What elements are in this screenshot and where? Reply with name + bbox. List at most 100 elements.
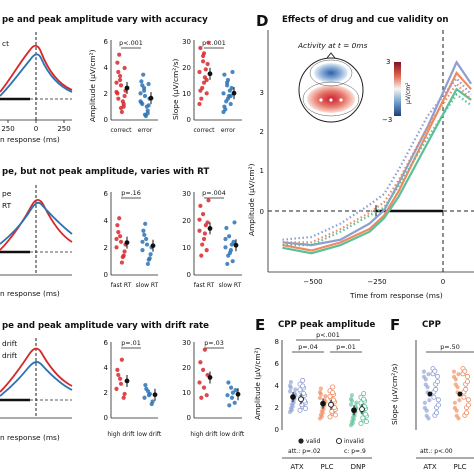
row1-amp-points <box>114 52 154 119</box>
data-point <box>225 261 230 267</box>
data-point <box>142 93 148 99</box>
data-point <box>224 225 229 231</box>
data-point-valid <box>288 385 293 390</box>
data-point-invalid <box>358 400 364 406</box>
data-point <box>233 388 238 393</box>
panel-f-pval: p=.50 <box>440 343 460 351</box>
data-point <box>204 393 209 398</box>
data-point-valid <box>453 382 458 387</box>
row1-slope-tick-30: 30 <box>182 38 191 46</box>
row2-legend-2: RT <box>2 201 12 210</box>
row2-slope-cat-b: slow RT <box>219 282 242 289</box>
row1-amp-tick-0: 0 <box>104 116 108 124</box>
row3-slope-cat-a: high drift <box>190 431 218 438</box>
panel-f-group-atx: ATX <box>423 463 437 471</box>
data-point <box>227 403 232 408</box>
data-point <box>199 96 204 101</box>
data-point <box>225 77 231 83</box>
mean-marker <box>150 243 156 249</box>
panel-e-group-plc: PLC <box>320 463 333 471</box>
data-point <box>118 77 123 83</box>
row2-slope-tick-30: 30 <box>182 190 191 198</box>
mean-marker <box>124 85 130 91</box>
data-point <box>206 40 211 45</box>
row2-slope-tick-0: 0 <box>187 271 191 279</box>
row2-slope-axes <box>193 192 242 276</box>
mean-marker <box>290 394 296 400</box>
row1-slope-tick-0: 0 <box>187 116 191 124</box>
data-point-invalid <box>433 386 439 392</box>
data-point <box>119 109 124 115</box>
panel-d-lines <box>282 60 473 255</box>
row2-slope-tick-20: 20 <box>182 217 191 225</box>
data-point <box>121 395 126 400</box>
data-point-valid <box>351 417 356 422</box>
data-point-valid <box>352 413 357 418</box>
row1-slope-ylabel: Slope (µV/cm²/s) <box>171 58 180 120</box>
row1-slope-cat-b: error <box>221 127 236 134</box>
data-point <box>226 253 231 258</box>
data-point <box>148 252 153 257</box>
panel-d-xtick-neg500: −500 <box>303 278 322 286</box>
data-point <box>200 242 205 247</box>
data-point <box>118 239 124 244</box>
row3-slope-points <box>197 347 241 408</box>
data-point <box>143 221 148 226</box>
data-point <box>198 45 203 51</box>
data-point <box>114 245 119 250</box>
row1-wave-blue <box>0 53 73 97</box>
data-point-invalid <box>434 373 440 379</box>
row2-amp-pval: p=.16 <box>121 189 141 197</box>
row2-amp-cat-a: fast RT <box>111 282 132 289</box>
mean-marker <box>328 401 334 408</box>
mean-marker <box>148 95 154 101</box>
row1-xtick-zero: 0 <box>34 125 38 133</box>
colorbar-top: 3 <box>386 58 390 66</box>
data-point <box>139 79 144 84</box>
data-point-valid <box>291 400 296 405</box>
data-point <box>225 83 230 88</box>
data-point <box>201 367 206 372</box>
panel-e-group-dnp: DNP <box>351 463 366 471</box>
row3-waveform-axes <box>0 338 72 419</box>
data-point <box>122 93 127 99</box>
panel-e-group-atx: ATX <box>290 463 304 471</box>
data-point <box>138 91 143 96</box>
data-point-valid <box>318 386 323 391</box>
row1-slope-cat-a: correct <box>193 127 215 134</box>
row2-title: pe, but not peak amplitude, varies with … <box>2 167 209 177</box>
row3-slope-tick-20: 20 <box>182 364 191 372</box>
mean-marker <box>231 90 237 96</box>
panel-e-ytick-4: 4 <box>275 382 280 390</box>
mean-marker <box>124 378 130 384</box>
panel-f-letter: F <box>390 316 400 334</box>
row1-slope-pval: p<.001 <box>202 39 226 47</box>
data-point-invalid <box>331 405 337 411</box>
data-point-valid <box>454 413 459 418</box>
data-point-invalid <box>300 377 306 383</box>
data-point <box>146 81 151 87</box>
row3-slope-axes <box>193 342 242 419</box>
row1-slope-tick-20: 20 <box>182 64 191 72</box>
data-point <box>141 228 146 233</box>
data-point <box>197 217 202 222</box>
data-point <box>118 234 123 239</box>
data-point <box>229 395 235 400</box>
data-point-invalid <box>464 373 470 379</box>
data-point <box>117 216 122 221</box>
data-point <box>145 261 150 267</box>
data-point <box>199 253 204 258</box>
data-point-invalid <box>464 379 470 385</box>
data-point <box>197 69 202 75</box>
row1-waveform-axes <box>0 32 72 123</box>
data-point-invalid <box>332 412 338 418</box>
data-point <box>118 105 124 111</box>
panel-f-att: att.: p<.00 <box>420 448 453 455</box>
row1-legend: ct <box>2 39 9 48</box>
data-point-invalid <box>329 408 335 414</box>
data-point <box>122 391 127 397</box>
data-point-invalid <box>299 402 305 408</box>
data-point <box>150 399 155 404</box>
row3-legend-1: drift <box>2 339 17 348</box>
